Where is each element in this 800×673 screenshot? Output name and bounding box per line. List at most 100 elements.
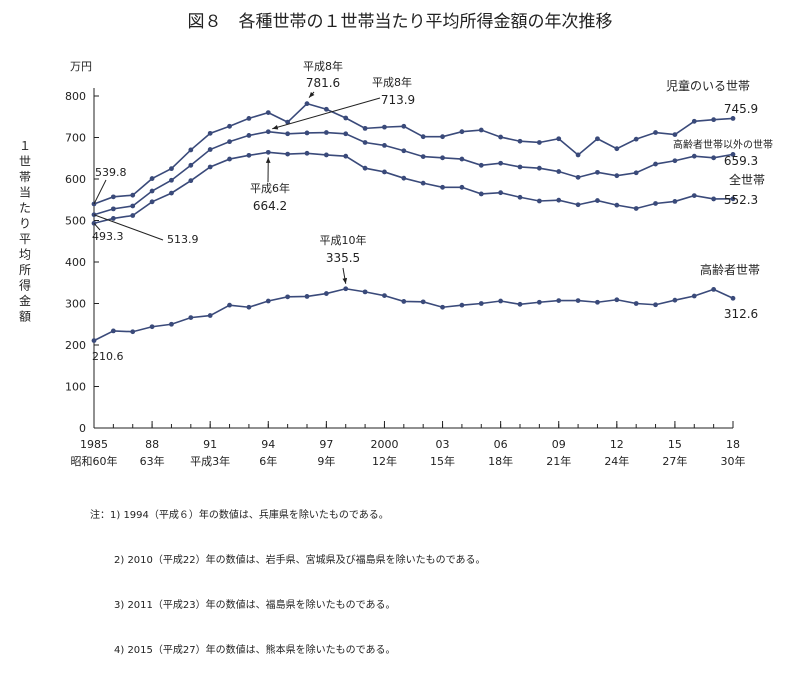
y-axis-title-char: 均 [19,248,31,262]
data-point [227,157,232,162]
data-point [614,173,619,178]
y-tick-label: 200 [65,339,86,352]
data-point [692,294,697,299]
data-point [576,298,581,303]
data-point [537,166,542,171]
data-point [343,116,348,121]
data-point [130,213,135,218]
data-point [421,134,426,139]
data-point [634,206,639,211]
data-point [479,128,484,133]
data-point [382,293,387,298]
data-point [208,131,213,136]
data-point [421,299,426,304]
data-point [498,299,503,304]
data-point [305,131,310,136]
data-point [498,161,503,166]
data-point [324,107,329,112]
annotation-label: 513.9 [167,233,199,246]
y-tick-label: 600 [65,173,86,186]
data-point [324,130,329,135]
x-tick-label: 94 [261,438,275,451]
data-point [537,199,542,204]
x-tick-label: 97 [319,438,333,451]
data-point [188,178,193,183]
data-point [305,294,310,299]
data-point [111,216,116,221]
data-point [711,117,716,122]
data-point [324,153,329,158]
annotation-label: 664.2 [253,199,287,213]
data-point [188,315,193,320]
data-point [556,169,561,174]
data-point [711,197,716,202]
income-line-chart: 図８ 各種世帯の１世帯当たり平均所得金額の年次推移 万円 １世帯当たり平均所得金… [0,0,800,478]
data-point [498,190,503,195]
x-tick-era-label: 12年 [372,454,397,468]
annotation-label: 745.9 [724,102,758,116]
data-point [460,129,465,134]
y-axis-title-char: 世 [19,155,31,169]
data-point [401,148,406,153]
data-point [363,166,368,171]
annotation-label: 平成8年 [372,75,412,89]
footnote-4: 4) 2015（平成27）年の数値は、熊本県を除いたものである。 [90,643,486,658]
y-axis-title-char: 当 [19,186,31,200]
x-tick-era-label: 15年 [430,454,455,468]
data-point [266,110,271,115]
annotation-arrowhead [266,157,271,163]
x-tick-era-label: 63年 [140,454,165,468]
data-point [130,329,135,334]
data-point [614,146,619,151]
annotation-label: 平成6年 [250,181,290,195]
annotation-label: 552.3 [724,193,758,207]
data-point [692,193,697,198]
data-point [653,201,658,206]
data-point [653,302,658,307]
data-point [285,131,290,136]
leader-line [94,223,100,230]
data-point [537,300,542,305]
data-point [363,126,368,131]
data-point [614,297,619,302]
data-point [421,154,426,159]
y-tick-label: 700 [65,132,86,145]
data-point [498,135,503,140]
data-point [208,147,213,152]
data-point [614,203,619,208]
data-point [208,165,213,170]
annotation-label: 高齢者世帯以外の世帯 [673,138,773,151]
data-point [595,170,600,175]
data-point [150,199,155,204]
y-axis-title-char: 得 [19,278,31,293]
y-axis-title-char: り [19,217,31,231]
data-point [711,155,716,160]
x-tick-era-label: 30年 [721,454,746,468]
data-point [188,163,193,168]
annotation-arrowhead [272,125,278,129]
y-tick-label: 300 [65,298,86,311]
x-tick-era-label: 6年 [259,454,277,468]
x-tick-label: 18 [726,438,740,451]
x-tick-label: 09 [552,438,566,451]
annotation-label: 児童のいる世帯 [666,78,750,93]
x-tick-era-label: 9年 [317,454,335,468]
data-point [169,178,174,183]
data-point [227,139,232,144]
annotation-label: 210.6 [92,350,124,363]
data-point [479,163,484,168]
annotation-label: 平成8年 [303,59,343,73]
data-point [576,153,581,158]
data-point [130,193,135,198]
data-point [266,129,271,134]
annotation-label: 全世帯 [729,172,765,187]
data-point [363,140,368,145]
x-tick-era-label: 昭和60年 [71,454,118,468]
x-tick-label: 03 [436,438,450,451]
data-point [111,206,116,211]
data-point [479,301,484,306]
data-point [92,338,97,343]
data-point [343,154,348,159]
x-tick-era-label: 21年 [546,454,571,468]
data-point [692,154,697,159]
